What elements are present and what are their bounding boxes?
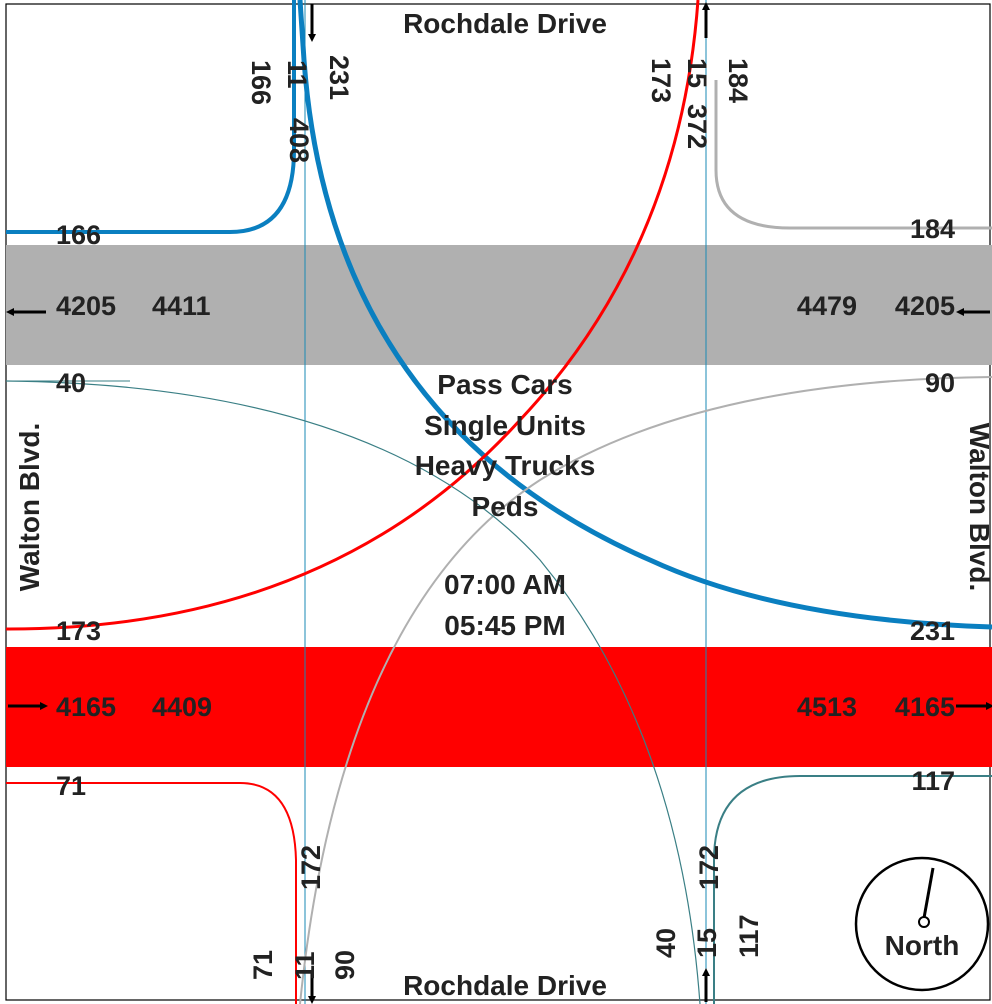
center-legend: Pass Cars Single Units Heavy Trucks Peds… bbox=[415, 369, 596, 641]
time-start: 07:00 AM bbox=[444, 569, 566, 600]
north-leg-volumes: 166 11 231 408 173 15 184 372 bbox=[246, 55, 753, 163]
vol-west-top: 166 bbox=[56, 220, 101, 250]
vol-east-eb-a: 4513 bbox=[797, 692, 857, 722]
vol-west-wb-a: 4205 bbox=[56, 291, 116, 321]
street-west: Walton Blvd. bbox=[14, 423, 45, 592]
legend-pass-cars: Pass Cars bbox=[437, 369, 572, 400]
vol-west-bottom: 71 bbox=[56, 771, 86, 801]
legend-single-units: Single Units bbox=[424, 410, 586, 441]
east-leg-volumes: 184 4479 4205 90 231 4513 4165 117 bbox=[797, 214, 955, 796]
compass-label: North bbox=[885, 930, 960, 961]
street-north: Rochdale Drive bbox=[403, 8, 607, 39]
north-compass: North bbox=[854, 856, 990, 992]
vol-east-top: 184 bbox=[910, 214, 955, 244]
vol-north-left: 231 bbox=[324, 55, 354, 100]
vol-north-total-in: 408 bbox=[284, 118, 314, 163]
vol-north-out-right: 184 bbox=[723, 58, 753, 103]
vol-north-thru: 11 bbox=[282, 60, 312, 89]
vol-west-eb-b: 4409 bbox=[152, 692, 212, 722]
vol-north-right: 166 bbox=[246, 60, 276, 105]
vol-east-eb-b: 4165 bbox=[895, 692, 955, 722]
vol-west-eb-a: 4165 bbox=[56, 692, 116, 722]
south-leg-volumes: 172 71 11 90 172 40 15 117 bbox=[248, 845, 764, 980]
vol-east-wb-a: 4479 bbox=[797, 291, 857, 321]
vol-south-in-thru: 15 bbox=[692, 928, 722, 958]
vol-south-thru: 11 bbox=[290, 951, 320, 980]
vol-south-in-left: 40 bbox=[651, 928, 681, 958]
vol-south-right: 90 bbox=[330, 950, 360, 980]
compass-needle-icon bbox=[922, 867, 935, 919]
vol-west-wb-b: 4411 bbox=[152, 291, 211, 321]
vol-south-total-out: 172 bbox=[296, 845, 326, 890]
legend-peds: Peds bbox=[472, 491, 539, 522]
time-end: 05:45 PM bbox=[444, 610, 565, 641]
eastbound-band bbox=[6, 647, 992, 767]
vol-east-lower-mid: 231 bbox=[910, 616, 955, 646]
vol-west-lower-mid: 173 bbox=[56, 616, 101, 646]
west-leg-volumes: 166 4205 4411 40 173 4165 4409 71 bbox=[56, 220, 212, 801]
vol-south-in-right: 117 bbox=[734, 914, 764, 958]
vol-north-out-thru: 15 bbox=[682, 58, 712, 88]
legend-heavy-trucks: Heavy Trucks bbox=[415, 450, 596, 481]
direction-arrows bbox=[6, 2, 992, 1004]
diagram-border bbox=[5, 3, 991, 1001]
vol-east-upper-mid: 90 bbox=[925, 368, 955, 398]
vol-west-upper-mid: 40 bbox=[56, 368, 86, 398]
vol-south-total-in: 172 bbox=[694, 845, 724, 890]
westbound-band bbox=[6, 245, 992, 365]
vol-south-left: 71 bbox=[248, 950, 278, 980]
street-south: Rochdale Drive bbox=[403, 970, 607, 1001]
guide-lines bbox=[6, 0, 707, 1004]
movement-curves bbox=[5, 0, 992, 1004]
vol-north-out-left: 173 bbox=[646, 58, 676, 103]
vol-east-bottom: 117 bbox=[911, 766, 955, 796]
street-east: Walton Blvd. bbox=[964, 423, 992, 592]
vol-north-total-out: 372 bbox=[682, 104, 712, 149]
vol-east-wb-b: 4205 bbox=[895, 291, 955, 321]
compass-pivot bbox=[918, 916, 930, 928]
